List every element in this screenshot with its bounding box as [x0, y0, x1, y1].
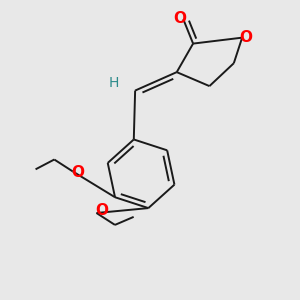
Text: O: O — [239, 30, 252, 45]
Text: O: O — [72, 165, 85, 180]
Text: O: O — [173, 11, 186, 26]
Text: H: H — [109, 76, 119, 90]
Text: O: O — [95, 202, 108, 217]
